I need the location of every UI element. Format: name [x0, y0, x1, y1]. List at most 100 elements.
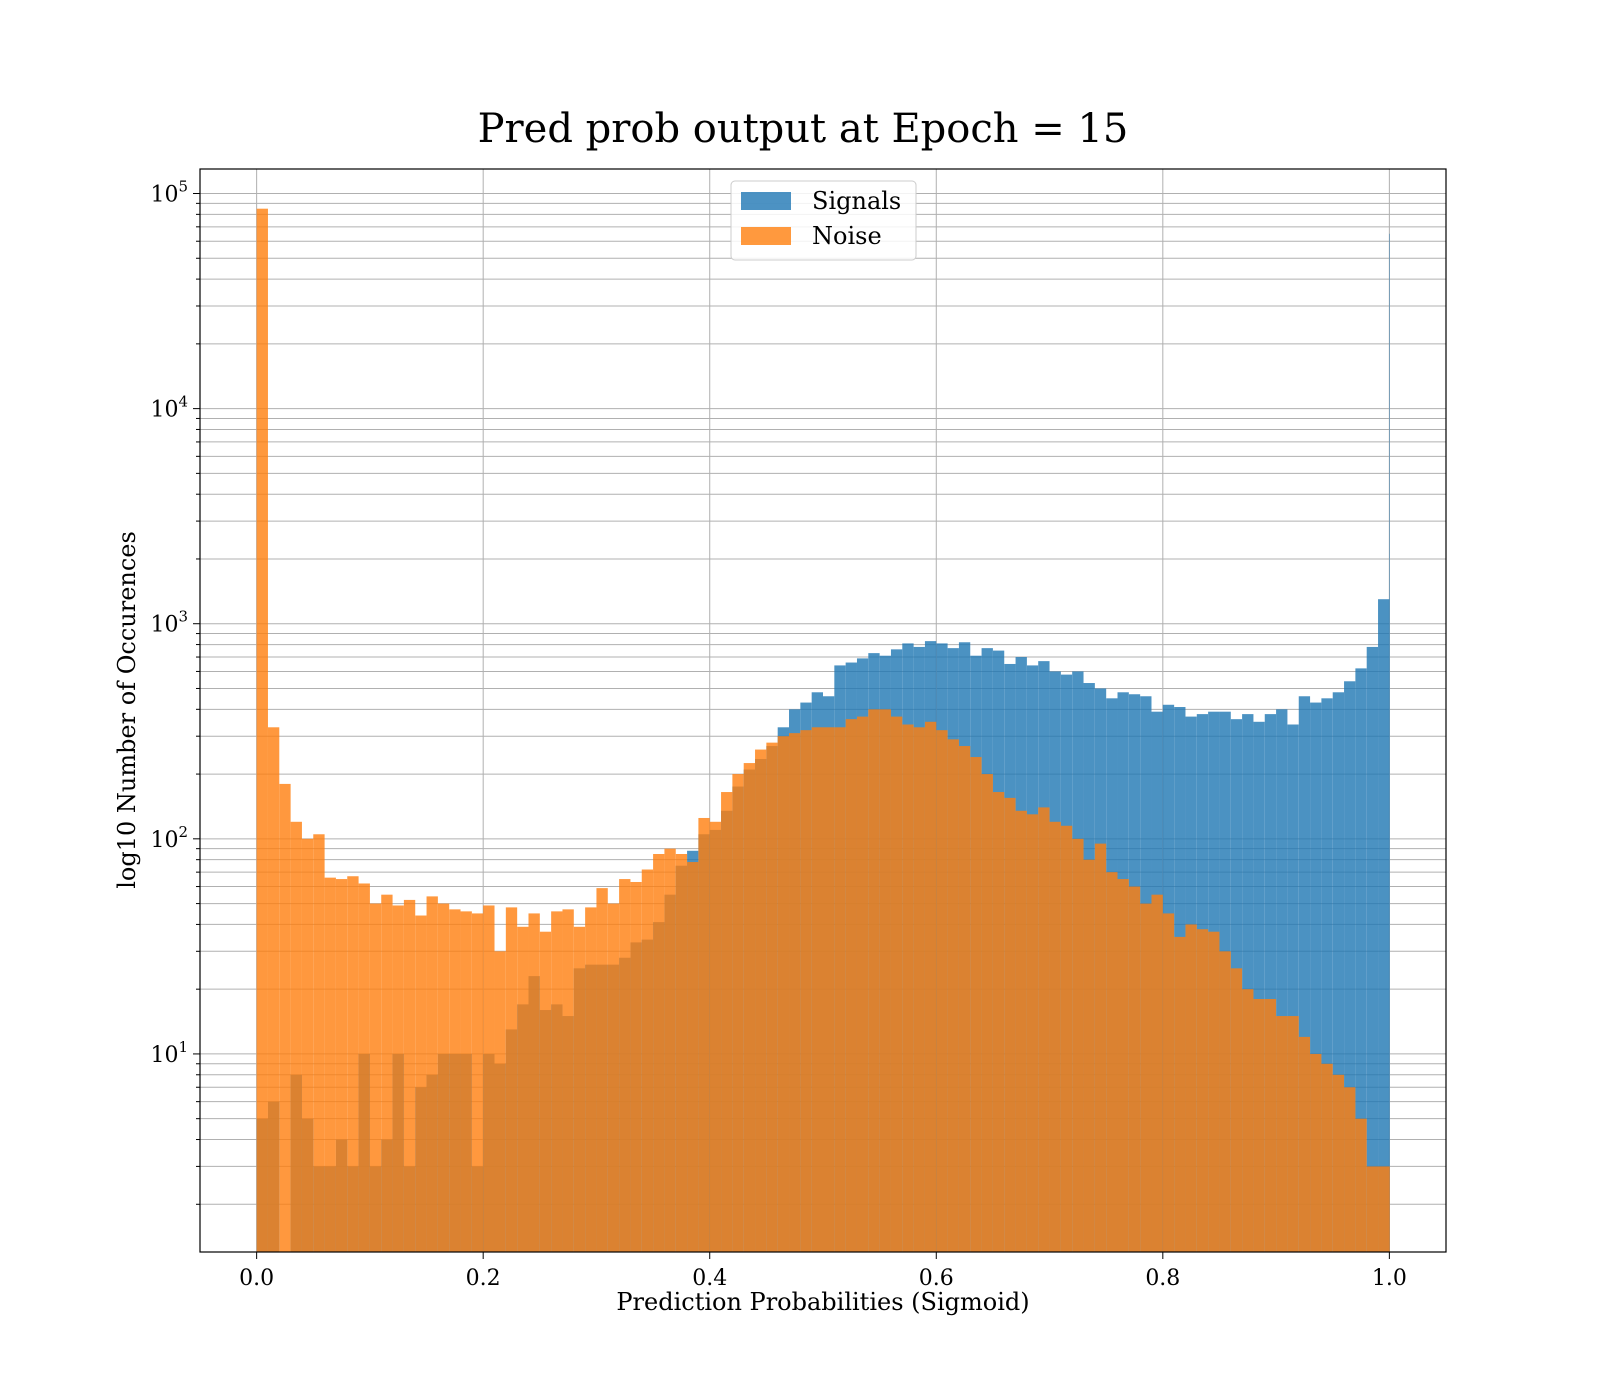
y-tick-exponent: 5: [178, 178, 188, 196]
histogram-bar: [1276, 1016, 1288, 1252]
histogram-bar: [1264, 999, 1277, 1252]
y-tick-label: 102: [150, 823, 188, 853]
legend-label-signals: Signals: [812, 187, 901, 215]
histogram-bar: [1117, 879, 1129, 1252]
y-tick-base: 10: [150, 398, 178, 423]
x-tick-label: 0.8: [1145, 1266, 1180, 1291]
histogram-bar: [1344, 681, 1356, 1252]
histogram-bar: [1083, 859, 1095, 1252]
x-tick-label: 0.2: [466, 1266, 501, 1291]
histogram-bar: [868, 709, 880, 1252]
histogram-bar: [675, 854, 688, 1252]
histogram-bar: [347, 876, 359, 1252]
y-tick-exponent: 4: [178, 393, 188, 411]
histogram-bar: [551, 911, 563, 1252]
histogram-bar: [1344, 1087, 1356, 1252]
histogram-bar: [913, 727, 925, 1252]
histogram-bar: [687, 862, 699, 1252]
histogram-bar: [1332, 692, 1345, 1252]
histogram-bar: [1310, 702, 1322, 1252]
histogram-bar: [834, 727, 846, 1252]
histogram-bar: [279, 783, 291, 1252]
histogram-bar: [1355, 668, 1367, 1252]
x-tick-label: 0.6: [919, 1266, 954, 1291]
histogram-bar: [494, 951, 506, 1252]
histogram-bar: [1332, 1074, 1345, 1252]
histogram-bar: [460, 911, 472, 1252]
histogram-bar: [415, 915, 427, 1252]
histogram-bar: [607, 903, 620, 1252]
histogram-bar: [1015, 810, 1027, 1252]
y-tick-base: 10: [150, 183, 178, 208]
histogram-bar: [1026, 814, 1039, 1252]
histogram-bar: [1185, 924, 1197, 1252]
legend-swatch-noise: [741, 227, 791, 245]
histogram-bar: [823, 727, 835, 1252]
histogram-bar: [1276, 709, 1288, 1252]
histogram-bar: [1310, 1053, 1322, 1252]
y-tick-base: 10: [150, 828, 178, 853]
histogram-bar: [335, 879, 348, 1252]
histogram-bar: [936, 730, 948, 1252]
histogram-bar: [1049, 821, 1061, 1252]
histogram-bar: [811, 727, 823, 1252]
histogram-bar: [743, 763, 756, 1252]
histogram-bar: [1128, 886, 1141, 1252]
histogram-bar: [256, 208, 268, 1253]
y-tick-label: 104: [150, 393, 188, 423]
y-tick-exponent: 3: [178, 608, 188, 626]
y-axis-label: log10 Number of Occurences: [113, 531, 141, 889]
histogram-bar: [1321, 1063, 1333, 1252]
histogram-bar: [1242, 989, 1254, 1252]
histogram-bar: [471, 913, 484, 1252]
histogram-bar: [1038, 807, 1050, 1252]
histogram-bar: [1004, 797, 1016, 1252]
histogram-bar: [585, 907, 597, 1252]
histogram-bar: [539, 931, 552, 1252]
histogram-bars: [256, 208, 1390, 1253]
histogram-bar: [1242, 714, 1254, 1252]
histogram-bar: [1298, 696, 1311, 1252]
histogram-bar: [664, 848, 676, 1252]
histogram-bar: [528, 913, 540, 1252]
histogram-bar: [992, 792, 1005, 1252]
histogram-bar: [290, 821, 302, 1252]
histogram-bar: [1378, 599, 1390, 1252]
histogram-bar: [981, 774, 993, 1252]
histogram-bar: [437, 903, 450, 1252]
histogram-bar: [1208, 931, 1220, 1252]
histogram-bar: [1366, 646, 1379, 1252]
histogram-bar: [653, 854, 665, 1252]
x-tick-label: 1.0: [1372, 1266, 1407, 1291]
histogram-bar: [1321, 698, 1333, 1252]
histogram-bar: [369, 903, 382, 1252]
histogram-bar: [1287, 1016, 1299, 1252]
histogram-bar: [1366, 1166, 1379, 1252]
histogram-bar: [1287, 724, 1299, 1252]
histogram-bar: [890, 716, 903, 1252]
histogram-bar: [619, 879, 631, 1252]
histogram-bar: [1253, 721, 1265, 1252]
histogram-bar: [1219, 951, 1231, 1252]
histogram-bar: [1094, 843, 1107, 1252]
histogram-bar: [800, 730, 812, 1252]
histogram-bar: [517, 926, 529, 1252]
y-tick-exponent: 2: [178, 823, 188, 841]
histogram-bar: [1106, 872, 1118, 1252]
histogram-bar: [721, 792, 733, 1252]
plot-frame: [199, 168, 1447, 1253]
chart-title: Pred prob output at Epoch = 15: [478, 106, 1129, 152]
histogram-bar: [879, 709, 891, 1252]
histogram-bar: [1378, 1166, 1390, 1252]
histogram-bar: [562, 909, 574, 1252]
histogram-bar: [324, 877, 336, 1252]
histogram-bar: [483, 905, 495, 1252]
histogram-bar: [1355, 1118, 1367, 1252]
histogram-bar: [267, 727, 280, 1252]
histogram-bar: [958, 746, 971, 1252]
histogram-bar: [947, 739, 959, 1252]
legend: Signals Noise: [730, 180, 917, 261]
histogram-bar: [845, 719, 857, 1252]
histogram-bar: [1174, 936, 1186, 1252]
